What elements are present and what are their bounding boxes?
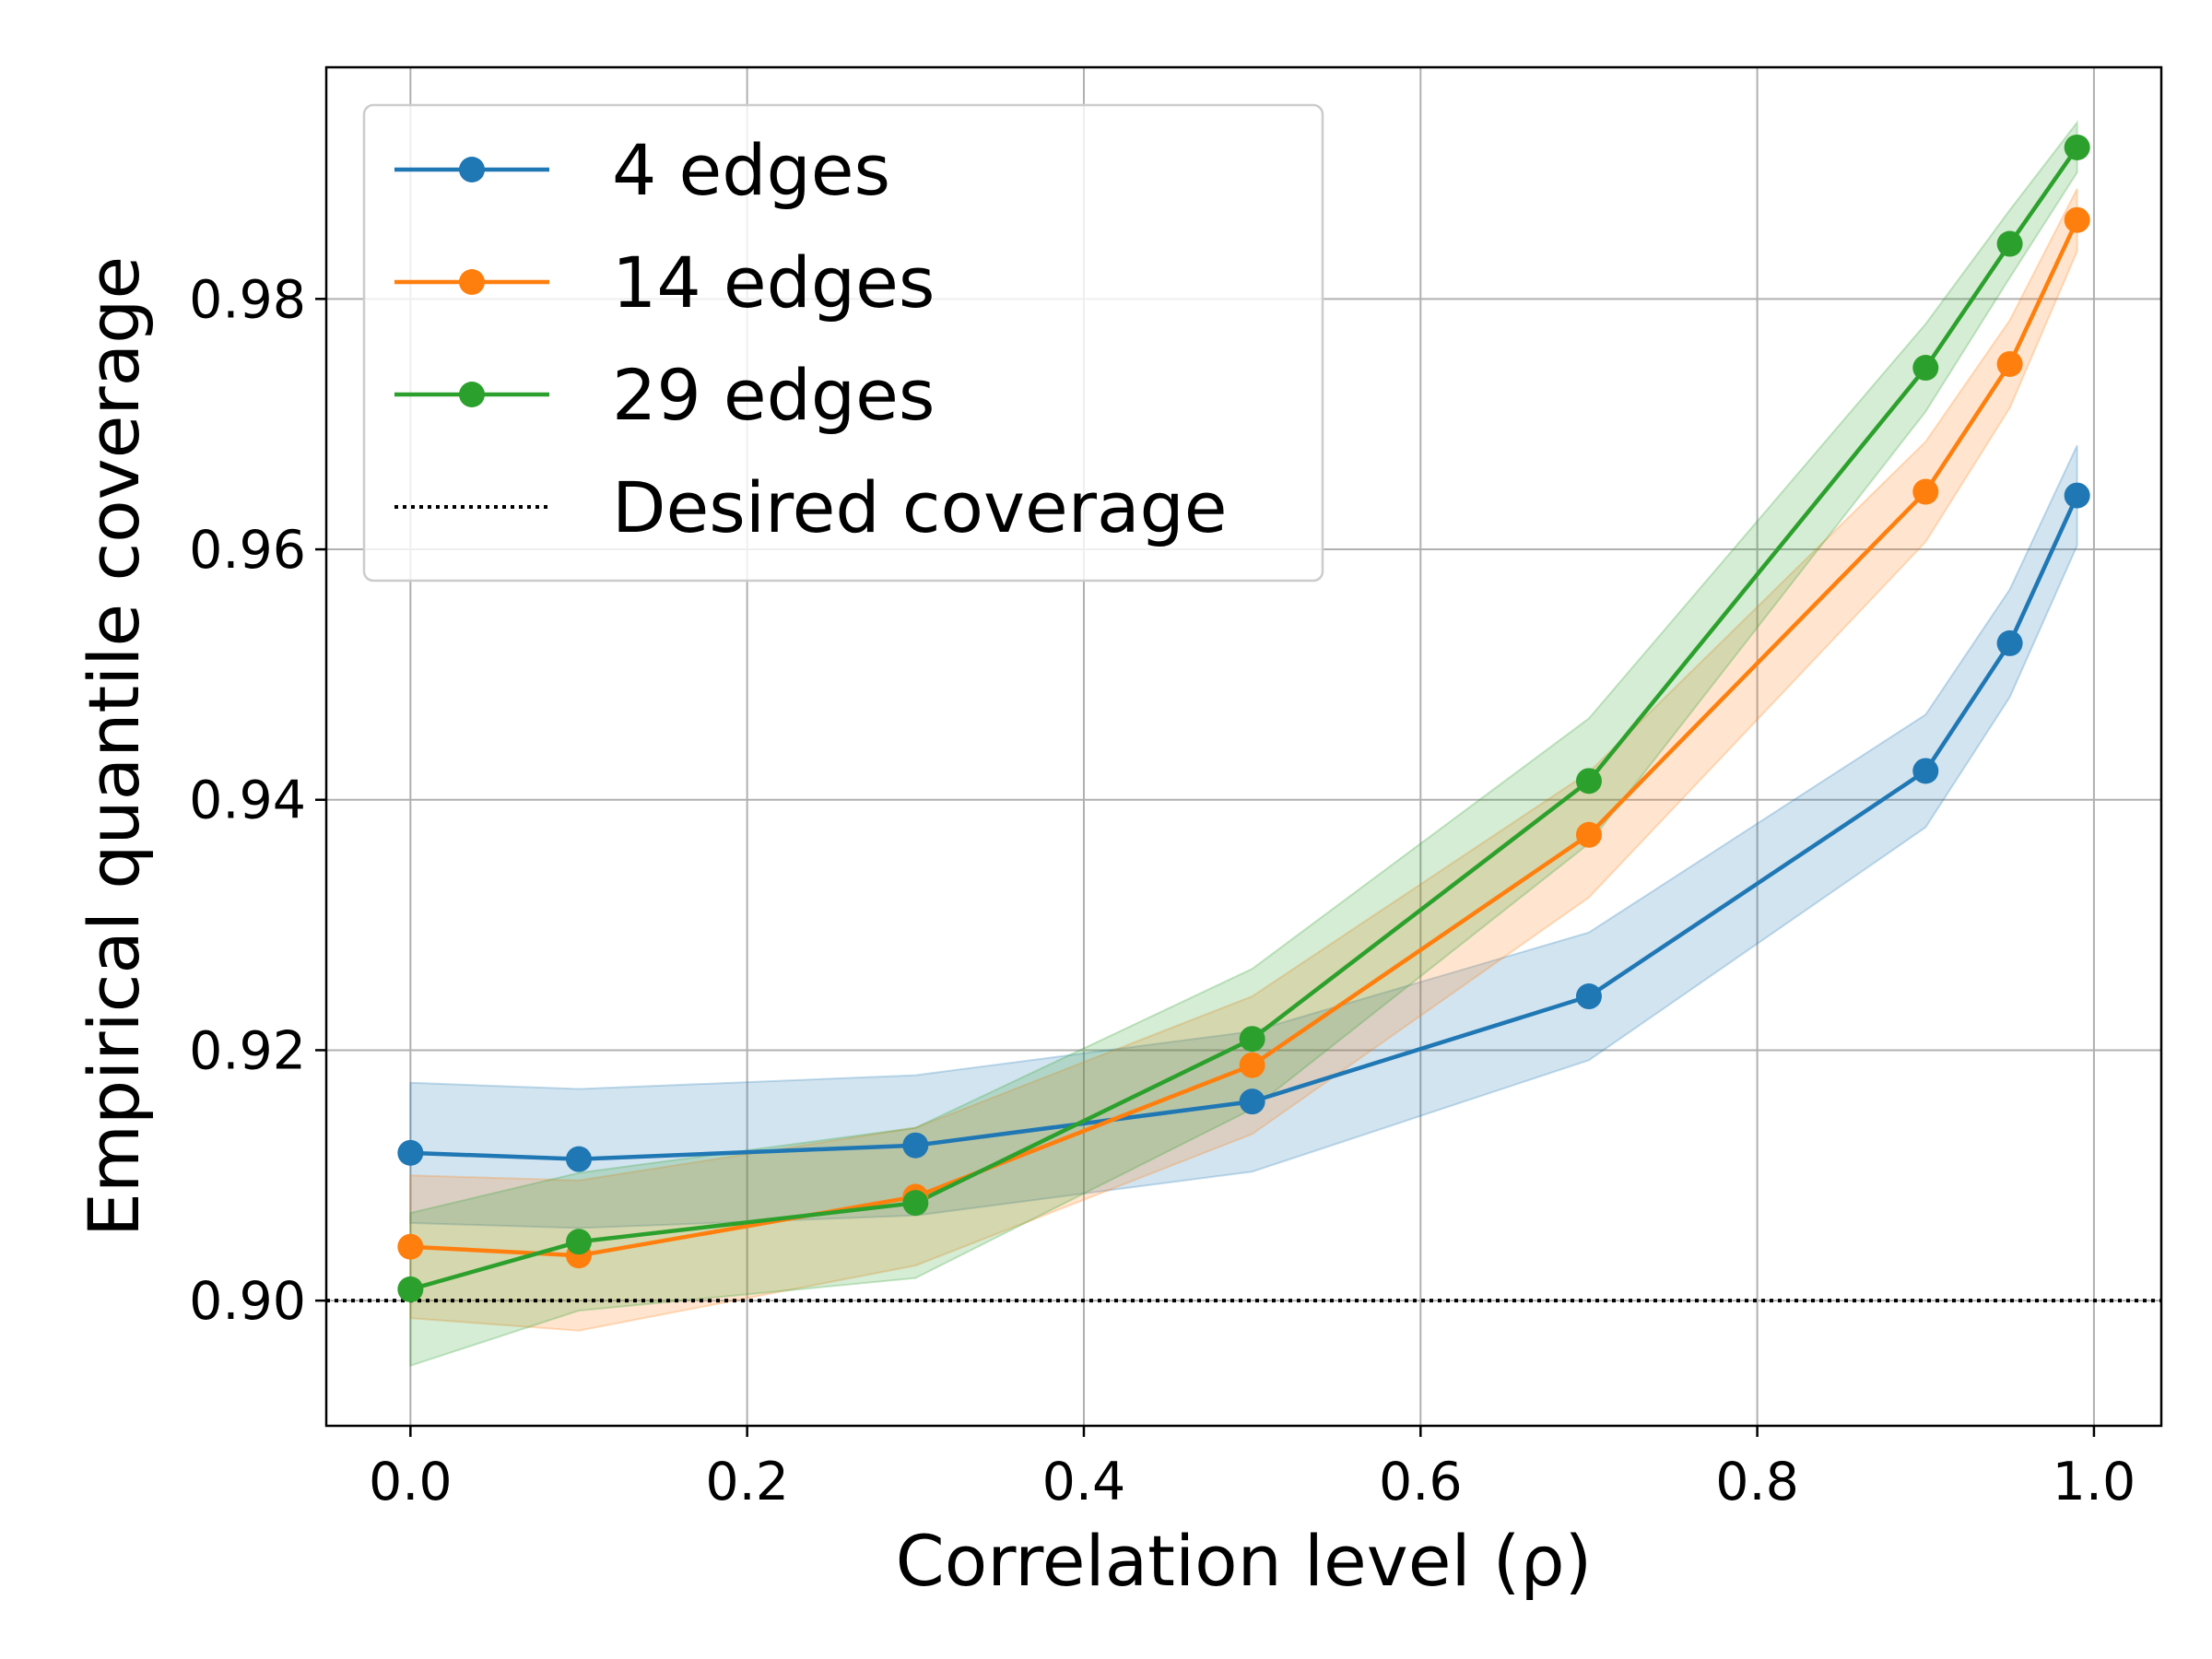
point-29-edges-3 [1239, 1026, 1265, 1053]
series-lines [409, 146, 2079, 1292]
x-tick-label-3: 0.6 [1379, 1452, 1463, 1512]
line-29-edges [409, 146, 2079, 1292]
y-tick-label-1: 0.92 [189, 1020, 306, 1081]
point-4-edges-2 [902, 1132, 929, 1159]
point-4-edges-4 [1575, 983, 1602, 1010]
point-14-edges-3 [1239, 1052, 1265, 1078]
legend-label-4-edges: 4 edges [612, 129, 890, 211]
point-4-edges-1 [565, 1146, 592, 1172]
legend-label-29-edges: 29 edges [612, 354, 935, 436]
x-axis-label: Correlation level (ρ) [896, 1520, 1593, 1602]
point-14-edges-6 [1996, 350, 2023, 377]
point-29-edges-4 [1575, 768, 1602, 794]
point-14-edges-4 [1575, 821, 1602, 848]
legend-marker-14-edges [459, 269, 485, 295]
y-tick-label-3: 0.96 [189, 520, 306, 581]
axis-ticks: 0.0 0.2 0.4 0.6 0.8 1.0 0.90 0.92 0.94 0.96 0.98 [189, 269, 2136, 1512]
point-4-edges-3 [1239, 1088, 1265, 1115]
series-markers [397, 134, 2090, 1302]
point-29-edges-1 [565, 1229, 592, 1255]
point-14-edges-7 [2064, 206, 2090, 233]
line-4-edges [410, 494, 2079, 1161]
x-tick-label-2: 0.4 [1042, 1452, 1126, 1512]
legend-box [362, 103, 1324, 582]
legend-marker-29-edges [459, 382, 485, 407]
point-14-edges-5 [1912, 478, 1939, 505]
legend-marker-4-edges [459, 157, 485, 182]
x-tick-label-0: 0.0 [369, 1452, 453, 1512]
y-tick-label-0: 0.90 [189, 1271, 306, 1332]
y-tick-label-2: 0.94 [189, 771, 306, 831]
point-4-edges-7 [2064, 482, 2090, 509]
point-4-edges-6 [1996, 629, 2023, 656]
point-29-edges-5 [1912, 355, 1939, 382]
point-29-edges-2 [902, 1190, 929, 1217]
plot-frame [324, 65, 2163, 1428]
legend-label-14-edges: 14 edges [612, 241, 935, 324]
legend-label-desired-coverage: Desired coverage [612, 466, 1228, 548]
point-29-edges-7 [2064, 134, 2090, 160]
x-tick-label-4: 0.8 [1715, 1452, 1799, 1512]
x-tick-label-5: 1.0 [2053, 1452, 2136, 1512]
point-29-edges-0 [397, 1276, 424, 1302]
point-29-edges-6 [1996, 230, 2023, 257]
x-tick-label-1: 0.2 [705, 1452, 789, 1512]
point-14-edges-0 [397, 1233, 424, 1260]
y-axis-label: Empirical quantile coverage [73, 256, 155, 1237]
point-4-edges-5 [1912, 758, 1939, 784]
legend: 4 edges 14 edges 29 edges Desired coverage [362, 103, 1324, 582]
line-14-edges [410, 218, 2079, 1258]
y-tick-label-4: 0.98 [189, 269, 306, 330]
point-4-edges-0 [397, 1139, 424, 1166]
